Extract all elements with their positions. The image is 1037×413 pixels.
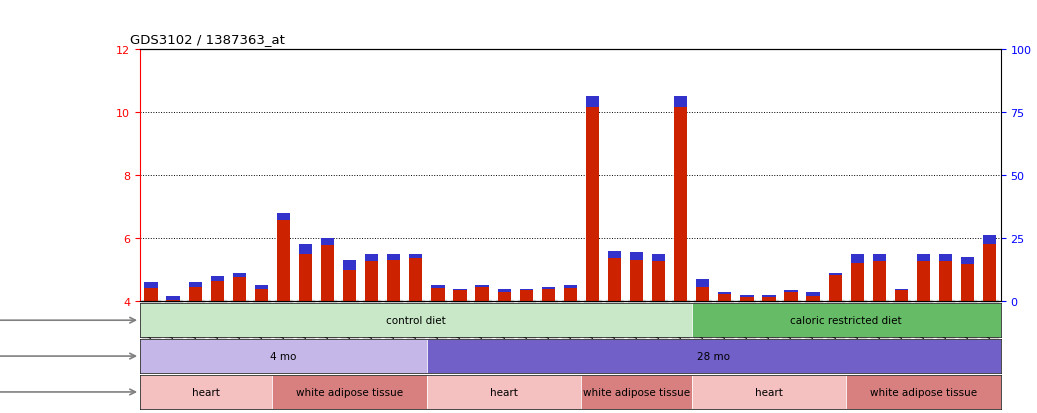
Bar: [427, 339, 1001, 373]
Bar: [475, 286, 488, 301]
Bar: [189, 282, 202, 287]
Bar: [983, 235, 997, 301]
Bar: [652, 254, 666, 262]
Bar: [167, 297, 179, 301]
Bar: [784, 290, 797, 292]
Text: heart: heart: [491, 387, 518, 397]
Bar: [719, 292, 731, 301]
Bar: [652, 254, 666, 301]
Bar: [564, 286, 577, 301]
Bar: [895, 289, 908, 301]
Bar: [873, 254, 886, 301]
Bar: [255, 286, 268, 301]
Bar: [365, 254, 379, 301]
Bar: [829, 273, 842, 275]
Bar: [211, 276, 224, 301]
Bar: [961, 257, 974, 301]
Bar: [140, 339, 427, 373]
Bar: [299, 245, 312, 301]
Bar: [917, 254, 930, 301]
Bar: [277, 213, 290, 301]
Bar: [917, 254, 930, 262]
Bar: [961, 257, 974, 264]
Bar: [629, 253, 643, 301]
Bar: [629, 253, 643, 260]
Bar: [167, 297, 179, 301]
Bar: [343, 261, 357, 270]
Bar: [520, 289, 533, 301]
Bar: [387, 254, 400, 260]
Bar: [850, 254, 864, 263]
Bar: [453, 289, 467, 291]
Text: heart: heart: [755, 387, 783, 397]
Bar: [807, 292, 819, 296]
Bar: [692, 304, 1001, 337]
Bar: [410, 254, 422, 301]
Bar: [873, 254, 886, 262]
Text: white adipose tissue: white adipose tissue: [870, 387, 977, 397]
Bar: [938, 254, 952, 301]
Bar: [582, 375, 692, 409]
Text: caloric restricted diet: caloric restricted diet: [790, 316, 902, 325]
Bar: [586, 97, 599, 108]
Bar: [895, 289, 908, 291]
Bar: [144, 282, 158, 288]
Bar: [475, 286, 488, 287]
Bar: [608, 251, 621, 301]
Bar: [541, 287, 555, 301]
Bar: [696, 280, 709, 301]
Bar: [387, 254, 400, 301]
Bar: [541, 287, 555, 289]
Bar: [674, 97, 688, 108]
Bar: [431, 286, 445, 301]
Bar: [719, 292, 731, 294]
Bar: [608, 251, 621, 259]
Bar: [674, 97, 688, 301]
Bar: [520, 289, 533, 291]
Bar: [498, 289, 511, 292]
Bar: [140, 375, 273, 409]
Bar: [762, 295, 776, 301]
Bar: [740, 295, 754, 301]
Bar: [431, 286, 445, 289]
Bar: [427, 375, 582, 409]
Bar: [498, 289, 511, 301]
Bar: [807, 292, 819, 301]
Bar: [343, 261, 357, 301]
Bar: [299, 245, 312, 254]
Bar: [692, 375, 846, 409]
Bar: [850, 254, 864, 301]
Bar: [586, 97, 599, 301]
Bar: [321, 239, 334, 245]
Bar: [273, 375, 427, 409]
Bar: [453, 289, 467, 301]
Bar: [232, 273, 246, 301]
Bar: [277, 214, 290, 221]
Bar: [255, 286, 268, 290]
Bar: [140, 304, 692, 337]
Bar: [410, 254, 422, 259]
Bar: [365, 254, 379, 261]
Text: heart: heart: [192, 387, 220, 397]
Bar: [983, 235, 997, 245]
Bar: [762, 295, 776, 297]
Bar: [564, 286, 577, 289]
Bar: [144, 282, 158, 301]
Text: control diet: control diet: [386, 316, 446, 325]
Bar: [211, 276, 224, 281]
Text: 28 mo: 28 mo: [697, 351, 730, 361]
Bar: [696, 280, 709, 287]
Bar: [189, 282, 202, 301]
Bar: [740, 295, 754, 297]
Text: white adipose tissue: white adipose tissue: [583, 387, 690, 397]
Text: GDS3102 / 1387363_at: GDS3102 / 1387363_at: [130, 33, 284, 45]
Bar: [846, 375, 1001, 409]
Text: white adipose tissue: white adipose tissue: [297, 387, 403, 397]
Bar: [321, 239, 334, 301]
Bar: [829, 273, 842, 301]
Bar: [784, 290, 797, 301]
Bar: [232, 273, 246, 277]
Bar: [938, 254, 952, 261]
Text: 4 mo: 4 mo: [271, 351, 297, 361]
